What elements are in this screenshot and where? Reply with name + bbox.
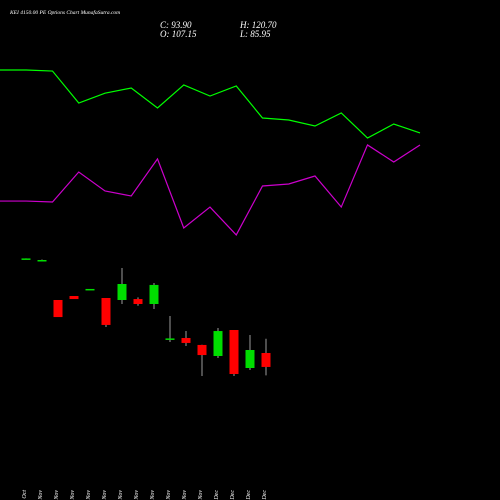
candle-body [101, 298, 111, 325]
x-tick-label: 11 Nov [38, 490, 44, 500]
candle-body [213, 331, 223, 356]
x-tick-label: 27 Nov [182, 490, 188, 500]
info-open: O: 107.15 [160, 29, 197, 39]
candle-body [229, 330, 239, 374]
x-tick-label: 19 Nov [86, 490, 92, 500]
x-tick-label: 20 Nov [102, 490, 108, 500]
x-tick-label: 24 Nov [133, 490, 140, 500]
x-tick-label: 17 Nov [54, 490, 60, 500]
candle-body [69, 296, 79, 300]
candle-body [245, 350, 255, 368]
candle-body [181, 338, 191, 343]
x-tick-label: 01 Dec [214, 490, 220, 500]
candle-body [37, 260, 47, 262]
candle-body [21, 258, 31, 260]
x-tick-label: 30 Oct [22, 490, 28, 500]
candle-body [261, 353, 271, 367]
x-tick-label: 28 Nov [198, 490, 204, 500]
candle-body [197, 344, 207, 356]
candle-body [149, 284, 159, 304]
info-high: H: 120.70 [239, 20, 277, 30]
x-tick-label: 21 Nov [118, 490, 124, 500]
chart-title: KEI 4150.00 PE Options Chart MunafaSutra… [9, 9, 120, 16]
info-low: L: 85.95 [239, 29, 271, 39]
candle-body [133, 299, 143, 304]
candle-body [117, 284, 127, 300]
x-tick-label: 25 Nov [150, 490, 156, 500]
x-tick-label: 04 Dec [261, 490, 268, 500]
info-close: C: 93.90 [160, 20, 192, 30]
x-tick-label: 18 Nov [70, 490, 76, 500]
indicator-line [0, 69, 421, 139]
indicator-line [0, 144, 421, 236]
x-tick-label: 02 Dec [230, 490, 236, 500]
x-tick-label: 03 Dec [246, 490, 252, 500]
x-tick-label: 26 Nov [166, 490, 172, 500]
candle-body [53, 300, 63, 318]
candle-body [165, 338, 175, 340]
candle-body [85, 288, 95, 291]
